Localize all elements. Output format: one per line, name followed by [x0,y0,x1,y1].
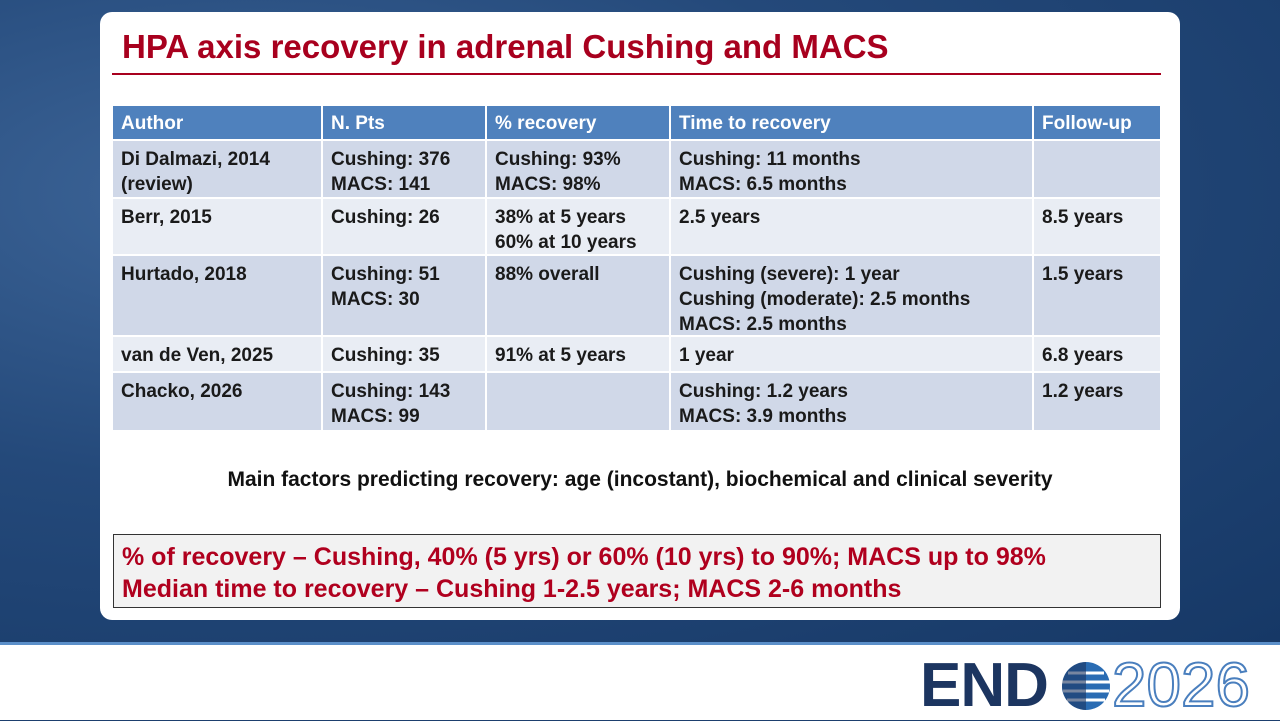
cell-line: 8.5 years [1042,207,1124,228]
cell-line: MACS: 99 [331,406,420,427]
title: HPA axis recovery in adrenal Cushing and… [122,28,889,65]
cell-line: MACS: 3.9 months [679,406,847,427]
cell-line: Cushing (severe): 1 year [679,264,900,285]
table-cell: Cushing: 93% MACS: 98% [487,141,671,199]
table-cell: Cushing: 11 months MACS: 6.5 months [671,141,1034,199]
table-cell: 38% at 5 years 60% at 10 years [487,199,671,256]
cell-line: 38% at 5 years [495,207,626,228]
table-cell: Cushing: 35 [323,337,487,373]
table-cell: Cushing (severe): 1 year Cushing (moderat… [671,256,1034,337]
cell-line: Cushing: 1.2 years [679,381,848,402]
title-rule [112,73,1161,75]
cell-line: 6.8 years [1042,345,1124,366]
table-cell: Cushing: 51 MACS: 30 [323,256,487,337]
header-cell: Follow-up [1034,106,1162,141]
cell-line: Cushing (moderate): 2.5 months [679,289,971,310]
table-cell: 1.5 years [1034,256,1162,337]
cell-line: Berr, 2015 [121,207,212,228]
cell-line: Cushing: 93% [495,149,621,170]
cell-line: Chacko, 2026 [121,381,243,402]
table-cell: Di Dalmazi, 2014 (review) [113,141,323,199]
summary-box: % of recovery – Cushing, 40% (5 yrs) or … [113,534,1161,608]
table-cell [487,373,671,432]
cell-line: MACS: 98% [495,174,601,195]
header-cell: N. Pts [323,106,487,141]
table-cell: 91% at 5 years [487,337,671,373]
cell-line: 2.5 years [679,207,761,228]
logo-text: END [920,651,1049,720]
table-cell: van de Ven, 2025 [113,337,323,373]
table-cell: Cushing: 26 [323,199,487,256]
summary-line: % of recovery – Cushing, 40% (5 yrs) or … [122,543,1046,571]
header-cell: Author [113,106,323,141]
cell-line: Cushing: 51 [331,264,440,285]
cell-line: 1.2 years [1042,381,1124,402]
cell-line: Cushing: 35 [331,345,440,366]
table-cell: Chacko, 2026 [113,373,323,432]
cell-line: (review) [121,174,193,195]
cell-line: Cushing: 143 [331,381,451,402]
table-cell [1034,141,1162,199]
logo-year: 2026 [1111,650,1251,721]
cell-line: 60% at 10 years [495,232,637,253]
table-cell: Cushing: 376 MACS: 141 [323,141,487,199]
cell-line: 1 year [679,345,734,366]
header-cell: Time to recovery [671,106,1034,141]
cell-line: 91% at 5 years [495,345,626,366]
table-cell: Berr, 2015 [113,199,323,256]
table-cell: 1.2 years [1034,373,1162,432]
cell-line: Cushing: 11 months [679,149,861,170]
logo-globe [1062,662,1110,710]
cell-line: MACS: 2.5 months [679,314,847,335]
cell-line: 88% overall [495,264,600,285]
cell-line: van de Ven, 2025 [121,345,274,366]
cell-line: Cushing: 376 [331,149,451,170]
table-cell: Hurtado, 2018 [113,256,323,337]
cell-line: MACS: 30 [331,289,420,310]
table-cell: 1 year [671,337,1034,373]
cell-line: MACS: 6.5 months [679,174,847,195]
cell-line: Di Dalmazi, 2014 [121,149,270,170]
table-cell: Cushing: 1.2 years MACS: 3.9 months [671,373,1034,432]
table-cell: 8.5 years [1034,199,1162,256]
table-cell: Cushing: 143 MACS: 99 [323,373,487,432]
note: Main factors predicting recovery: age (i… [227,468,1053,491]
cell-line: Hurtado, 2018 [121,264,247,285]
cell-line: MACS: 141 [331,174,431,195]
table-cell: 6.8 years [1034,337,1162,373]
table-cell: 2.5 years [671,199,1034,256]
table-cell: 88% overall [487,256,671,337]
header-cell: % recovery [487,106,671,141]
cell-line: Cushing: 26 [331,207,440,228]
summary-line: Median time to recovery – Cushing 1-2.5 … [122,575,902,603]
cell-line: 1.5 years [1042,264,1124,285]
